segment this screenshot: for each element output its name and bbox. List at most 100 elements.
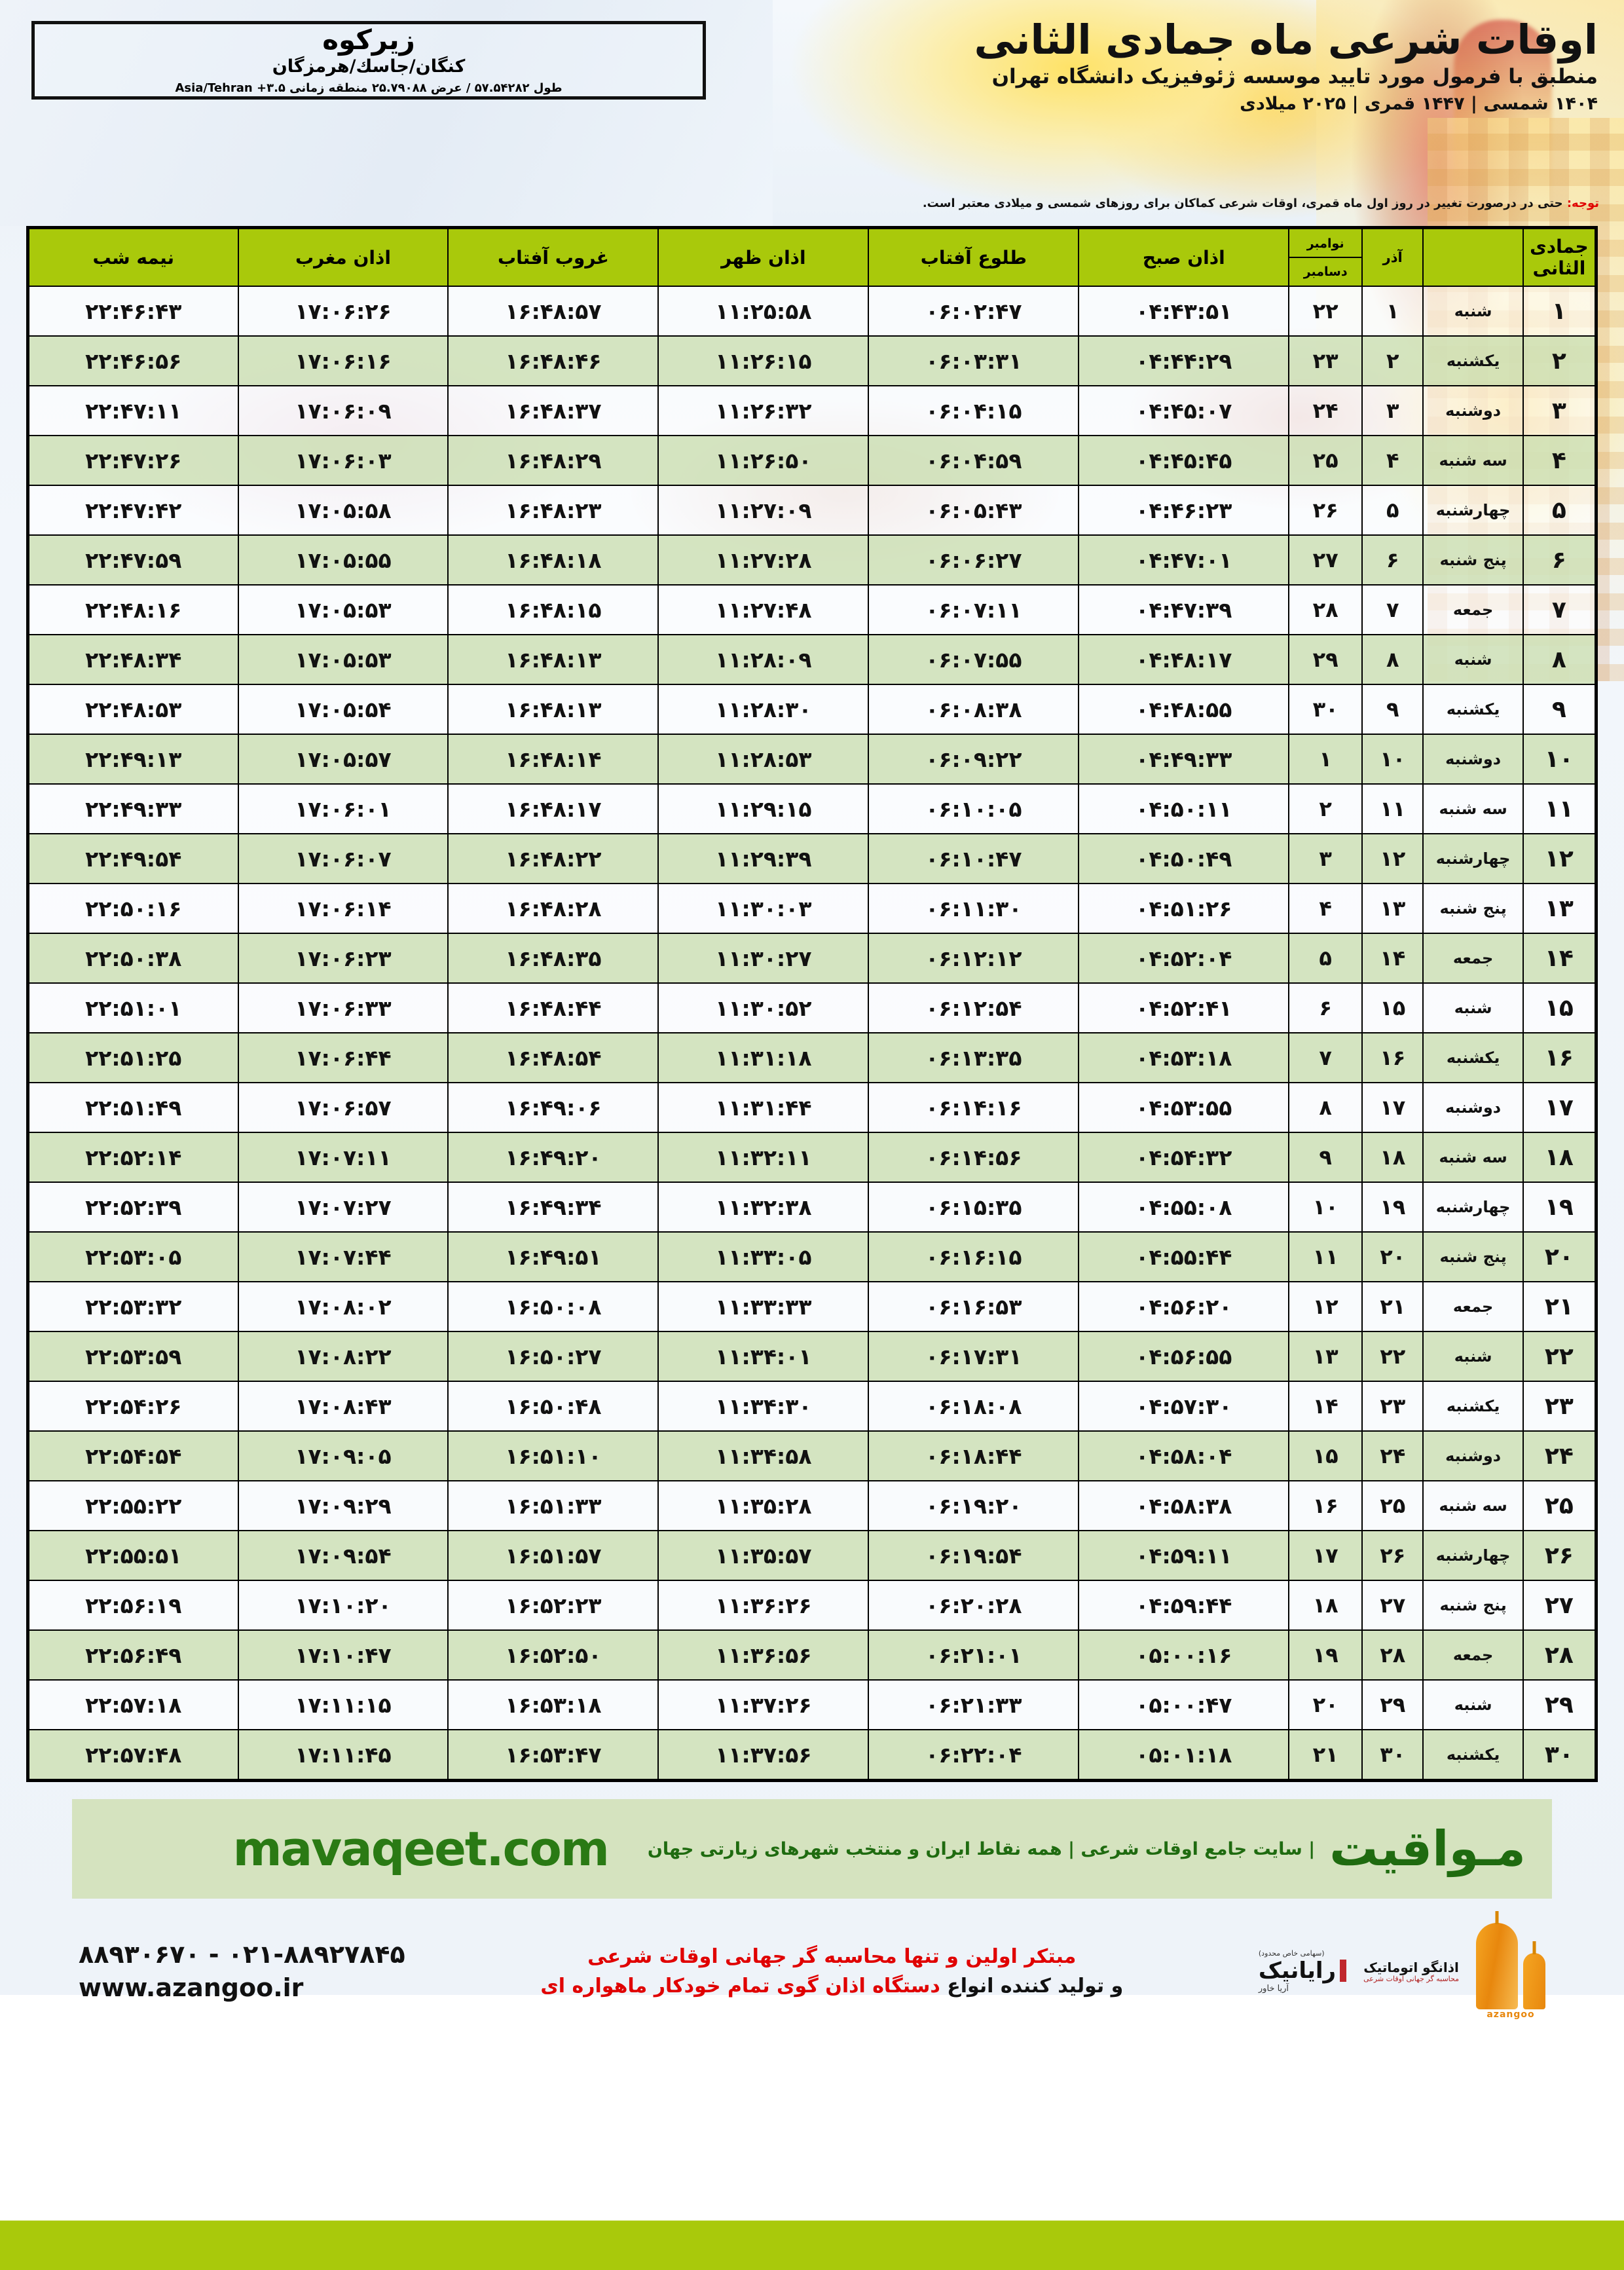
gregorian-day: ۱۳ [1288, 1331, 1363, 1382]
table-row: ۱۲ چهارشنبه ۱۲ ۳ ۰۴:۵۰:۴۹ ۰۶:۱۰:۴۷ ۱۱:۲۹:۳۹ ۱۶:… [27, 833, 1597, 884]
table-row: ۳۰ یکشنبه ۳۰ ۲۱ ۰۵:۰۱:۱۸ ۰۶:۲۲:۰۴ ۱۱:۳۷:۵۶ ۱۶:۵… [27, 1729, 1597, 1781]
col-header-maghrib: اذان مغرب [237, 227, 449, 287]
maghrib-time: ۱۷:۰۵:۵۴ [237, 684, 449, 735]
maghrib-time: ۱۷:۰۷:۱۱ [237, 1132, 449, 1183]
note-line: توجه: حتی در درصورت تغییر در روز اول ماه… [0, 196, 1599, 210]
brand-bar: مـواقیت | سایت جامع اوقات شرعی | همه نقا… [72, 1799, 1552, 1899]
shamsi-day: ۱۶ [1361, 1032, 1424, 1083]
weekday-name: چهارشنبه [1422, 485, 1524, 536]
sunset-time: ۱۶:۴۹:۰۶ [447, 1082, 659, 1133]
sunset-time: ۱۶:۴۸:۱۳ [447, 634, 659, 685]
hijri-day: ۱۰ [1522, 734, 1597, 785]
hijri-day: ۲۱ [1522, 1281, 1597, 1332]
sunrise-time: ۰۶:۰۶:۲۷ [868, 534, 1080, 586]
fajr-time: ۰۴:۵۹:۱۱ [1078, 1530, 1290, 1581]
weekday-name: یکشنبه [1422, 1381, 1524, 1432]
website-url[interactable]: www.azangoo.ir [79, 1973, 304, 2002]
city-name: زیرکوه [322, 23, 415, 56]
fajr-time: ۰۴:۵۹:۴۴ [1078, 1580, 1290, 1631]
maghrib-time: ۱۷:۰۸:۴۳ [237, 1381, 449, 1432]
dhuhr-time: ۱۱:۳۶:۲۶ [657, 1580, 870, 1631]
azangoo-logo-sub: محاسبه گر جهانی اوقات شرعی [1363, 1974, 1459, 1983]
midnight-time: ۲۲:۴۷:۴۲ [27, 485, 239, 536]
midnight-time: ۲۲:۴۹:۱۳ [27, 734, 239, 785]
sunset-time: ۱۶:۵۱:۱۰ [447, 1430, 659, 1481]
fajr-time: ۰۴:۴۷:۰۱ [1078, 534, 1290, 586]
maghrib-time: ۱۷:۰۶:۰۹ [237, 385, 449, 436]
dhuhr-time: ۱۱:۳۳:۰۵ [657, 1231, 870, 1282]
rayaneek-logo-main: رایانیک [1258, 1958, 1337, 1984]
dhuhr-time: ۱۱:۲۵:۵۸ [657, 286, 870, 337]
dhuhr-time: ۱۱:۲۸:۵۳ [657, 734, 870, 785]
maghrib-time: ۱۷:۰۶:۰۷ [237, 833, 449, 884]
gregorian-day: ۲۲ [1288, 286, 1363, 337]
maghrib-time: ۱۷:۱۱:۴۵ [237, 1729, 449, 1781]
region-name: کنگان/جاسك/هرمزگان [272, 56, 466, 77]
fajr-time: ۰۴:۵۰:۴۹ [1078, 833, 1290, 884]
weekday-name: جمعه [1422, 584, 1524, 635]
fajr-time: ۰۴:۵۰:۱۱ [1078, 783, 1290, 834]
fajr-time: ۰۴:۵۵:۰۸ [1078, 1182, 1290, 1233]
brand-website-link[interactable]: mavaqeet.com [232, 1821, 610, 1876]
col-header-azar: آذر [1361, 227, 1424, 287]
weekday-name: یکشنبه [1422, 1032, 1524, 1083]
midnight-time: ۲۲:۵۴:۲۶ [27, 1381, 239, 1432]
maghrib-time: ۱۷:۰۶:۱۶ [237, 335, 449, 386]
col-header-november: نوامبر [1289, 230, 1361, 258]
fajr-time: ۰۴:۴۸:۵۵ [1078, 684, 1290, 735]
shamsi-day: ۷ [1361, 584, 1424, 635]
fajr-time: ۰۴:۵۱:۲۶ [1078, 883, 1290, 934]
table-row: ۱۸ سه شنبه ۱۸ ۹ ۰۴:۵۴:۳۲ ۰۶:۱۴:۵۶ ۱۱:۳۲:۱۱ ۱۶:۴… [27, 1132, 1597, 1183]
gregorian-day: ۲۱ [1288, 1729, 1363, 1781]
weekday-name: شنبه [1422, 982, 1524, 1033]
table-row: ۵ چهارشنبه ۵ ۲۶ ۰۴:۴۶:۲۳ ۰۶:۰۵:۴۳ ۱۱:۲۷:۰۹ ۱۶:۴… [27, 485, 1597, 536]
weekday-name: دوشنبه [1422, 1430, 1524, 1481]
col-header-december: دسامبر [1303, 264, 1348, 279]
fajr-time: ۰۴:۵۶:۲۰ [1078, 1281, 1290, 1332]
sunset-time: ۱۶:۵۰:۴۸ [447, 1381, 659, 1432]
table-row: ۲۳ یکشنبه ۲۳ ۱۴ ۰۴:۵۷:۳۰ ۰۶:۱۸:۰۸ ۱۱:۳۴:۳۰ ۱۶:۵… [27, 1381, 1597, 1432]
table-header-row: جمادی الثانی آذر نوامبر دسامبر اذان صبح … [27, 227, 1597, 287]
sunset-time: ۱۶:۴۸:۲۹ [447, 435, 659, 486]
sunset-time: ۱۶:۴۸:۳۷ [447, 385, 659, 436]
dhuhr-time: ۱۱:۳۲:۳۸ [657, 1182, 870, 1233]
sunrise-time: ۰۶:۰۸:۳۸ [868, 684, 1080, 735]
table-row: ۱ شنبه ۱ ۲۲ ۰۴:۴۳:۵۱ ۰۶:۰۲:۴۷ ۱۱:۲۵:۵۸ ۱۶:۴۸:۵۷… [27, 286, 1597, 337]
shamsi-day: ۲۲ [1361, 1331, 1424, 1382]
note-text: حتی در درصورت تغییر در روز اول ماه قمری،… [922, 196, 1563, 210]
hijri-day: ۵ [1522, 485, 1597, 536]
col-header-gregorian: نوامبر دسامبر [1288, 227, 1363, 287]
hijri-day: ۲۷ [1522, 1580, 1597, 1631]
sunrise-time: ۰۶:۱۶:۵۳ [868, 1281, 1080, 1332]
dhuhr-time: ۱۱:۲۸:۳۰ [657, 684, 870, 735]
tagline-line-2-prefix: و تولید کننده انواع [947, 1975, 1124, 1998]
sunset-time: ۱۶:۵۱:۵۷ [447, 1530, 659, 1581]
title-block: اوقات شرعی ماه جمادی الثانی منطبق با فرم… [720, 17, 1598, 115]
dhuhr-time: ۱۱:۳۶:۵۶ [657, 1629, 870, 1681]
hijri-day: ۲۰ [1522, 1231, 1597, 1282]
midnight-time: ۲۲:۵۶:۴۹ [27, 1629, 239, 1681]
shamsi-day: ۳۰ [1361, 1729, 1424, 1781]
weekday-name: یکشنبه [1422, 684, 1524, 735]
gregorian-day: ۲۸ [1288, 584, 1363, 635]
table-row: ۲۶ چهارشنبه ۲۶ ۱۷ ۰۴:۵۹:۱۱ ۰۶:۱۹:۵۴ ۱۱:۳۵:۵۷ ۱۶… [27, 1530, 1597, 1581]
gregorian-day: ۳۰ [1288, 684, 1363, 735]
gregorian-day: ۸ [1288, 1082, 1363, 1133]
fajr-time: ۰۴:۴۵:۴۵ [1078, 435, 1290, 486]
midnight-time: ۲۲:۵۲:۱۴ [27, 1132, 239, 1183]
sunrise-time: ۰۶:۱۴:۱۶ [868, 1082, 1080, 1133]
sunrise-time: ۰۶:۰۷:۵۵ [868, 634, 1080, 685]
sunset-time: ۱۶:۴۸:۱۴ [447, 734, 659, 785]
sunrise-time: ۰۶:۰۴:۵۹ [868, 435, 1080, 486]
col-header-hijri: جمادی الثانی [1522, 227, 1597, 287]
shamsi-day: ۱۰ [1361, 734, 1424, 785]
table-row: ۱۷ دوشنبه ۱۷ ۸ ۰۴:۵۳:۵۵ ۰۶:۱۴:۱۶ ۱۱:۳۱:۴۴ ۱۶:۴۹… [27, 1082, 1597, 1133]
hijri-day: ۸ [1522, 634, 1597, 685]
table-row: ۲۵ سه شنبه ۲۵ ۱۶ ۰۴:۵۸:۳۸ ۰۶:۱۹:۲۰ ۱۱:۳۵:۲۸ ۱۶:… [27, 1480, 1597, 1531]
fajr-time: ۰۴:۵۷:۳۰ [1078, 1381, 1290, 1432]
brand-name-fa: مـواقیت [1329, 1821, 1526, 1877]
dhuhr-time: ۱۱:۳۷:۲۶ [657, 1679, 870, 1730]
fajr-time: ۰۴:۵۶:۵۵ [1078, 1331, 1290, 1382]
sunset-time: ۱۶:۴۹:۲۰ [447, 1132, 659, 1183]
sunrise-time: ۰۶:۰۴:۱۵ [868, 385, 1080, 436]
